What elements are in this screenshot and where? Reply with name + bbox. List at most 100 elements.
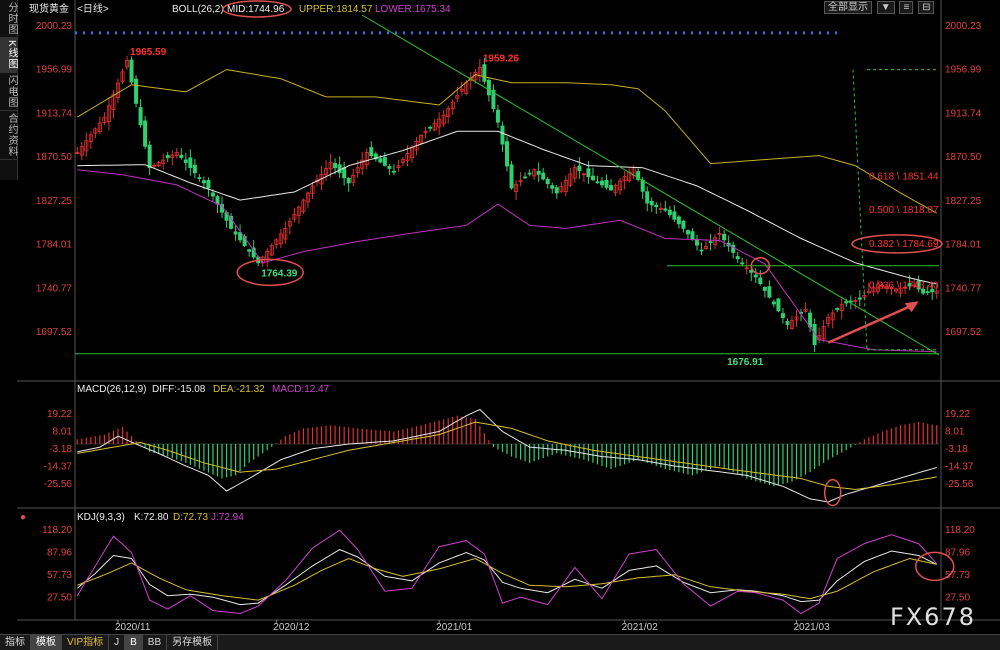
display-dropdown[interactable]: 全部显示 [824,1,872,14]
tab-save-template[interactable]: 另存模板 [167,635,219,650]
candle-body [147,144,152,169]
candle-body [590,175,595,181]
candle-body [930,289,935,293]
tab-indicators[interactable]: 指标 [0,635,31,650]
candle-body [342,167,347,179]
menu-icon[interactable]: ≡ [899,1,914,14]
candle-body [785,321,790,325]
candle-body [925,291,930,294]
candle-body [305,192,310,203]
candle-body [93,128,98,134]
price-tick-label-left: 1784.01 [36,240,73,251]
kdj-tick-label-right: 27.50 [945,593,970,604]
dropdown-arrow-icon[interactable]: ▼ [876,1,895,14]
candle-body [242,236,247,246]
candle-body [916,280,921,290]
candle-body [672,211,677,220]
price-tick-label-left: 1827.25 [36,196,73,207]
macd-dea-line [77,421,937,491]
candle-body [482,64,487,82]
candle-body [419,134,424,144]
up-arrow-head [904,301,919,313]
candle-body [138,107,143,126]
macd-tick-label-right: 19.22 [945,409,970,420]
macd-tick-label-left: 19.22 [47,409,72,420]
grid-lines [17,0,1000,621]
kdj-k-value: K:72.80 [134,512,169,523]
candle-body [577,165,582,172]
candle-body [161,159,166,164]
candle-body [201,180,206,184]
candle-body [658,208,663,210]
candle-body [296,206,301,217]
projection-left [852,69,868,350]
candle-body [532,169,537,177]
tab-b[interactable]: B [125,635,143,650]
kdj-d-line [77,557,937,601]
macd-diff-line [77,408,937,503]
candle-body [514,183,519,192]
candle-body [563,179,568,193]
candle-body [681,220,686,229]
price-tick-label-right: 1784.01 [945,240,982,251]
low-highlight-circle [236,258,304,287]
candle-body [912,284,917,287]
price-tick-label-left: 1697.52 [36,327,73,338]
candle-body [229,215,234,229]
boll-upper-line [77,69,937,214]
candle-body [523,176,528,179]
candle-body [753,274,758,278]
candle-body [762,286,767,291]
candle-body [337,164,342,174]
tab-vip-indicators[interactable]: VIP指标 [62,635,110,650]
candle-body [495,109,500,123]
price-tick-label-left: 1740.77 [36,283,73,294]
candle-body [708,241,713,244]
candle-body [541,172,546,180]
candle-body [550,185,555,189]
candle-body [179,154,184,158]
candle-body [776,298,781,312]
candle-body [301,199,306,212]
candle-body [134,78,139,104]
candle-body [618,180,623,191]
tab-j[interactable]: J [109,635,126,650]
kdj-k-line [76,549,937,606]
minimize-icon[interactable]: ⊟ [918,1,935,14]
fib-level-label: 0.382 \ 1784.69 [869,239,939,250]
side-tab-timeshare[interactable]: 分时图 [0,0,17,38]
candle-body [609,185,614,191]
candle-body [613,185,618,193]
candle-body [102,116,107,123]
candle-body [315,179,320,183]
side-tab-kline[interactable]: K线图 [0,38,17,73]
candle-body [812,323,817,346]
candle-body [97,122,102,132]
candle-body [414,140,419,151]
kdj-j-value: J:72.94 [211,512,244,523]
candle-body [333,163,338,169]
candle-body [622,176,627,182]
candle-body [934,290,939,294]
candle-body [704,245,709,249]
side-tab-flash[interactable]: 闪电图 [0,73,17,111]
candle-body [247,249,252,252]
candle-body [233,231,238,235]
candle-body [500,125,505,145]
price-tick-label-right: 1740.77 [945,283,982,294]
candle-body [740,262,745,265]
macd-tick-label-left: 8.01 [53,426,73,437]
price-tick-label-right: 1827.25 [945,196,982,207]
candle-body [536,170,541,175]
top-controls: 全部显示 ▼ ≡ ⊟ [822,1,935,14]
tab-template[interactable]: 模板 [31,635,62,650]
boll-mid-line [77,130,937,285]
candle-body [283,227,288,240]
tab-bb[interactable]: BB [143,635,168,650]
candle-body [170,154,175,159]
side-tab-contract-info[interactable]: 合约资料 [0,111,17,160]
symbol-name: 现货黄金 [29,2,69,15]
candle-body [79,146,84,156]
candle-body [663,208,668,211]
candle-body [509,164,514,189]
